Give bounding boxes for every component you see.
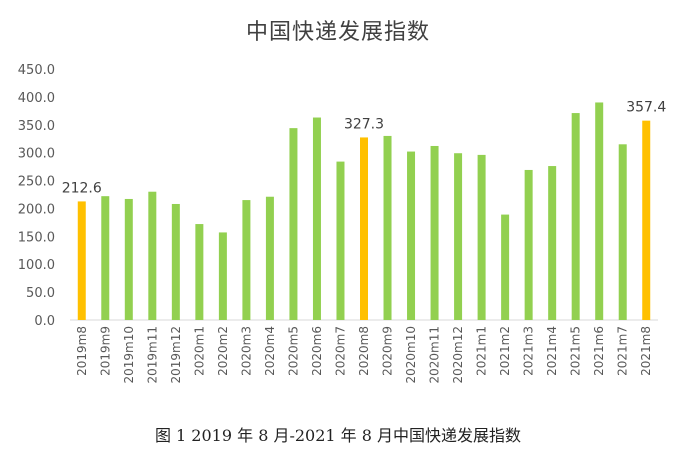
bar-2021m5: [571, 113, 580, 320]
x-tick-label: 2021m2: [498, 326, 512, 376]
x-tick-label: 2019m11: [145, 326, 159, 384]
y-tick-label: 200.0: [18, 202, 55, 217]
bar-2020m12: [454, 153, 463, 320]
chart-title: 中国快递发展指数: [245, 20, 430, 45]
data-label: 357.4: [626, 100, 666, 116]
x-tick-label: 2020m8: [357, 326, 371, 376]
bar-2020m2: [218, 232, 227, 320]
bar-2020m11: [430, 145, 439, 320]
bar-2019m9: [101, 196, 110, 320]
x-tick-label: 2021m8: [639, 326, 653, 376]
data-label: 212.6: [62, 180, 102, 196]
y-tick-label: 50.0: [26, 286, 55, 301]
y-tick-label: 400.0: [18, 91, 55, 106]
x-tick-label: 2019m12: [169, 326, 183, 384]
bar-2021m1: [477, 154, 486, 320]
x-tick-label: 2020m1: [192, 326, 206, 376]
bar-2020m9: [383, 135, 392, 320]
x-axis-ticks: 2019m8 2019m9 2019m10 2019m11 2019m12 2020m1 2…: [75, 326, 653, 384]
x-tick-label: 2020m5: [286, 326, 300, 376]
bars-group: [77, 102, 651, 320]
y-tick-label: 250.0: [18, 175, 55, 190]
x-tick-label: 2021m3: [522, 326, 536, 376]
bar-2019m8: [77, 201, 86, 320]
y-axis-ticks: 0.0 50.0 100.0 150.0 200.0 250.0 300.0 350.0 400…: [18, 63, 55, 329]
bar-2019m10: [124, 198, 133, 320]
bar-2020m6: [312, 117, 321, 320]
x-tick-label: 2020m9: [381, 326, 395, 376]
x-tick-label: 2020m6: [310, 326, 324, 376]
x-tick-label: 2021m4: [545, 326, 559, 376]
x-tick-label: 2020m12: [451, 326, 465, 384]
bar-chart: 0.0 50.0 100.0 150.0 200.0 250.0 300.0 350.0 400…: [18, 63, 667, 384]
x-tick-label: 2020m10: [404, 326, 418, 384]
bar-2019m12: [171, 203, 180, 320]
y-tick-label: 0.0: [34, 314, 55, 329]
bar-2020m4: [265, 196, 274, 320]
x-tick-label: 2021m6: [592, 326, 606, 376]
x-tick-label: 2020m7: [333, 326, 347, 376]
y-tick-label: 300.0: [18, 147, 55, 162]
x-tick-label: 2021m1: [475, 326, 489, 376]
bar-2020m5: [289, 128, 298, 320]
figure-caption: 图 1 2019 年 8 月-2021 年 8 月中国快递发展指数: [154, 426, 522, 445]
bar-2019m11: [148, 191, 157, 320]
x-tick-label: 2019m9: [98, 326, 112, 376]
y-tick-label: 450.0: [18, 63, 55, 78]
bar-2020m1: [195, 224, 204, 320]
x-tick-label: 2020m11: [428, 326, 442, 384]
bar-2020m3: [242, 200, 251, 320]
bar-2020m8: [360, 137, 368, 320]
x-tick-label: 2020m3: [239, 326, 253, 376]
x-tick-label: 2021m5: [569, 326, 583, 376]
bar-2021m7: [618, 144, 627, 320]
bar-2021m8: [642, 120, 651, 320]
x-tick-label: 2019m8: [75, 326, 89, 376]
x-tick-label: 2021m7: [616, 326, 630, 376]
x-tick-label: 2020m4: [263, 326, 277, 376]
data-labels: 212.6 327.3 357.4: [62, 100, 667, 197]
y-tick-label: 350.0: [18, 119, 55, 134]
bar-2021m2: [501, 214, 510, 320]
x-tick-label: 2020m2: [216, 326, 230, 376]
y-tick-label: 150.0: [18, 230, 55, 245]
bar-2020m10: [407, 151, 416, 320]
bar-2021m6: [595, 102, 604, 320]
bar-2021m3: [524, 169, 533, 320]
y-tick-label: 100.0: [18, 258, 55, 273]
data-label: 327.3: [344, 116, 384, 132]
x-tick-label: 2019m10: [122, 326, 136, 384]
bar-2021m4: [548, 166, 557, 320]
bar-2020m7: [336, 161, 345, 320]
